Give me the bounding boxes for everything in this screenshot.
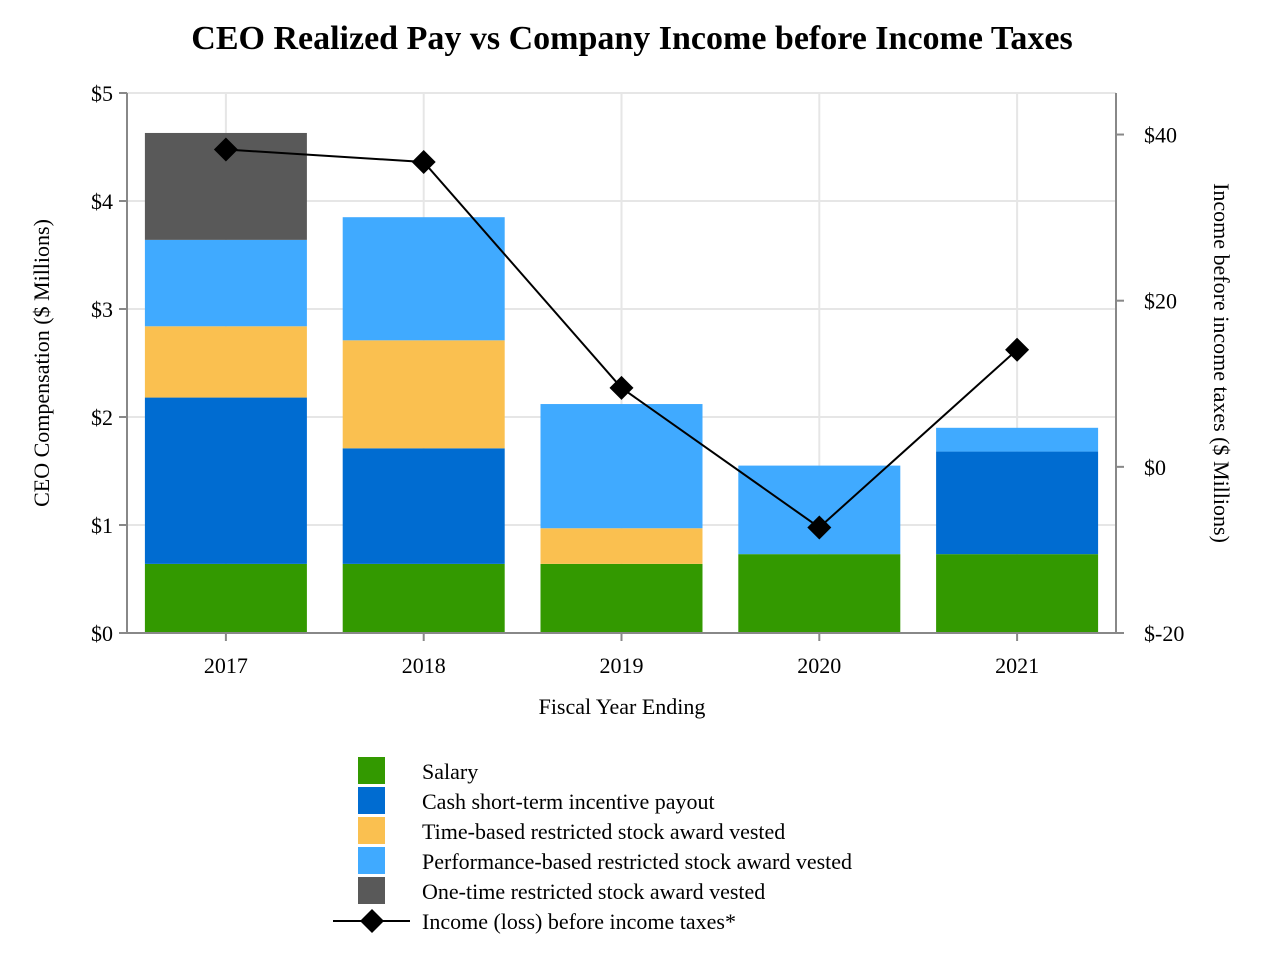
legend-swatch — [358, 787, 385, 814]
x-tick-label: 2021 — [995, 653, 1039, 678]
x-tick-label: 2018 — [402, 653, 446, 678]
bar-2017-salary — [144, 563, 307, 633]
bar-2019-time-based-restricted-stock-award-vested — [540, 528, 703, 564]
y-tick-label: $1 — [91, 513, 113, 538]
y-tick-label: $2 — [91, 405, 113, 430]
x-tick-label: 2020 — [797, 653, 841, 678]
y2-tick-label: $40 — [1144, 123, 1177, 148]
legend-label: One-time restricted stock award vested — [422, 879, 765, 904]
legend-swatch — [358, 757, 385, 784]
income-marker-2021 — [1005, 337, 1030, 362]
legend-swatch — [358, 877, 385, 904]
y-tick-label: $5 — [91, 81, 113, 106]
bar-2020-performance-based-restricted-stock-award-vested — [738, 465, 901, 555]
bar-2018-salary — [342, 563, 505, 633]
bar-2019-salary — [540, 563, 703, 633]
y2-tick-label: $0 — [1144, 455, 1166, 480]
y-tick-label: $3 — [91, 297, 113, 322]
bar-2021-performance-based-restricted-stock-award-vested — [936, 427, 1099, 452]
chart-title: CEO Realized Pay vs Company Income befor… — [191, 20, 1072, 57]
x-tick-label: 2019 — [600, 653, 644, 678]
legend-diamond-icon — [360, 909, 384, 933]
bar-2021-salary — [936, 554, 1099, 633]
bar-2018-cash-short-term-incentive-payout — [342, 448, 505, 564]
bar-2017-performance-based-restricted-stock-award-vested — [144, 239, 307, 327]
legend-label: Cash short-term incentive payout — [422, 789, 715, 814]
legend-label: Income (loss) before income taxes* — [422, 909, 736, 934]
income-marker-2018 — [411, 149, 436, 174]
x-tick-label: 2017 — [204, 653, 248, 678]
legend-swatch — [358, 847, 385, 874]
y-axis-label: CEO Compensation ($ Millions) — [29, 219, 54, 507]
y-tick-label: $0 — [91, 621, 113, 646]
bar-2017-cash-short-term-incentive-payout — [144, 397, 307, 564]
legend-swatch — [358, 817, 385, 844]
y2-tick-label: $20 — [1144, 289, 1177, 314]
legend-label: Salary — [422, 759, 478, 784]
x-axis-label: Fiscal Year Ending — [539, 694, 706, 719]
y2-tick-label: $-20 — [1144, 621, 1184, 646]
legend-label: Performance-based restricted stock award… — [422, 849, 852, 874]
bar-2019-performance-based-restricted-stock-award-vested — [540, 404, 703, 529]
income-marker-2020 — [807, 515, 832, 540]
bar-2018-time-based-restricted-stock-award-vested — [342, 340, 505, 449]
bar-2020-salary — [738, 554, 901, 633]
income-marker-2017 — [213, 137, 238, 162]
legend-label: Time-based restricted stock award vested — [422, 819, 785, 844]
bar-2018-performance-based-restricted-stock-award-vested — [342, 217, 505, 341]
bar-2017-time-based-restricted-stock-award-vested — [144, 326, 307, 398]
bar-2021-cash-short-term-incentive-payout — [936, 451, 1099, 555]
y-tick-label: $4 — [91, 189, 113, 214]
y2-axis-label: Income before income taxes ($ Millions) — [1209, 183, 1234, 543]
income-marker-2019 — [609, 375, 634, 400]
